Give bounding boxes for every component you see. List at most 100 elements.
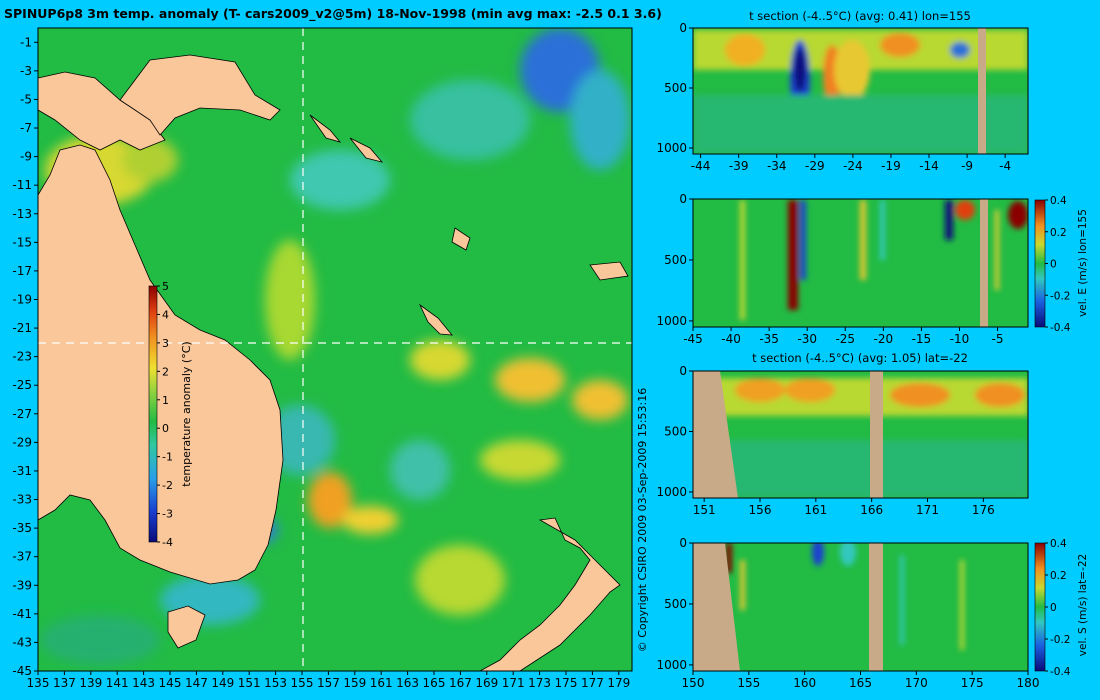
s1-x-tick-label: -14 xyxy=(919,159,939,173)
vel-s-section-field xyxy=(693,543,1028,671)
map-x-tick-label: 163 xyxy=(396,676,419,690)
map-field xyxy=(38,28,632,671)
map-x-tick-label: 145 xyxy=(159,676,182,690)
map-x-tick-label: 137 xyxy=(53,676,76,690)
vel-e-section-y-axis: 0 500 1000 xyxy=(656,192,693,328)
vel-s-colorbar xyxy=(1034,542,1046,672)
t-section-lat-x-axis: 151 156 161 166 171 176 xyxy=(693,498,995,517)
s3-x-tick-label: 166 xyxy=(860,503,883,517)
map-y-tick-label: -9 xyxy=(20,150,32,164)
s4-x-tick-label: 175 xyxy=(961,676,984,690)
colorbar-tick-label: 4 xyxy=(162,308,169,321)
t-section-lon-panel: t section (-4..5°C) (avg: 0.41) lon=155 … xyxy=(656,9,1029,173)
s2-x-tick-label: -15 xyxy=(912,332,932,346)
map-x-tick-label: 171 xyxy=(502,676,525,690)
s2-x-tick-label: -25 xyxy=(835,332,855,346)
s4-x-tick-label: 170 xyxy=(905,676,928,690)
map-x-tick-label: 147 xyxy=(185,676,208,690)
t-section-lat-panel: t section (-4..5°C) (avg: 1.05) lat=-22 … xyxy=(656,351,1029,517)
vel-s-colorbar-tick-label: -0.2 xyxy=(1050,634,1071,646)
s1-x-tick-label: -4 xyxy=(999,159,1011,173)
map-x-tick-label: 165 xyxy=(423,676,446,690)
map-x-tick-label: 175 xyxy=(555,676,578,690)
map-y-tick-label: -41 xyxy=(12,607,32,621)
vel-s-colorbar-tick-label: 0.2 xyxy=(1050,570,1067,582)
figure-title: SPINUP6p8 3m temp. anomaly (T- cars2009_… xyxy=(4,6,662,22)
s1-y-tick-label: 0 xyxy=(679,21,687,35)
map-y-tick-label: -37 xyxy=(12,550,32,564)
vel-s-section-x-axis: 150 155 160 165 170 175 180 xyxy=(682,671,1040,690)
t-section-lat-title: t section (-4..5°C) (avg: 1.05) lat=-22 xyxy=(752,351,968,365)
map-x-tick-label: 161 xyxy=(370,676,393,690)
colorbar-tick-label: -2 xyxy=(162,479,173,492)
vel-e-colorbar-tick-label: 0 xyxy=(1050,259,1057,271)
map-x-tick-label: 149 xyxy=(211,676,234,690)
map-y-axis: -1 -3 -5 -7 -9 -11 -13 -15 -17 -19 -21 -23 -25 -27 -29… xyxy=(12,35,38,678)
map-y-tick-label: -31 xyxy=(12,464,32,478)
map-x-tick-label: 169 xyxy=(475,676,498,690)
map-x-tick-label: 141 xyxy=(106,676,129,690)
map-y-tick-label: -33 xyxy=(12,493,32,507)
map-x-tick-label: 159 xyxy=(343,676,366,690)
colorbar-tick-label: 0 xyxy=(162,422,169,435)
colorbar-ticks: 5 4 3 2 1 0 -1 -2 -3 -4 xyxy=(157,280,173,549)
map-x-tick-label: 151 xyxy=(238,676,261,690)
colorbar-tick-label: -4 xyxy=(162,536,173,549)
colorbar-tick-label: 1 xyxy=(162,394,169,407)
s4-y-tick-label: 1000 xyxy=(656,658,687,672)
s2-x-tick-label: -35 xyxy=(759,332,779,346)
vel-e-section-field xyxy=(693,199,1028,327)
colorbar-tick-label: 5 xyxy=(162,280,169,293)
map-x-tick-label: 153 xyxy=(264,676,287,690)
temperature-colorbar: 5 4 3 2 1 0 -1 -2 -3 -4 temperature anomaly (°C) xyxy=(148,280,193,549)
s2-x-tick-label: -45 xyxy=(683,332,703,346)
s2-y-tick-label: 0 xyxy=(679,192,687,206)
s2-x-tick-label: -40 xyxy=(721,332,741,346)
colorbar-tick-label: 3 xyxy=(162,337,169,350)
vel-e-colorbar-tick-label: -0.2 xyxy=(1050,290,1071,302)
vel-s-colorbar-tick-label: 0.4 xyxy=(1050,538,1067,550)
map-x-axis: 135 137 139 141 143 145 147 149 151 153 155 157 159 1… xyxy=(27,671,630,690)
colorbar-tick-label: -1 xyxy=(162,451,173,464)
s3-x-tick-label: 176 xyxy=(972,503,995,517)
colorbar-label: temperature anomaly (°C) xyxy=(180,341,193,486)
vel-e-colorbar-tick-label: -0.4 xyxy=(1050,322,1071,334)
map-x-tick-label: 143 xyxy=(132,676,155,690)
map-y-tick-label: -29 xyxy=(12,435,32,449)
vel-e-colorbar xyxy=(1034,199,1046,328)
s2-x-tick-label: -30 xyxy=(797,332,817,346)
s1-x-tick-label: -19 xyxy=(881,159,901,173)
colorbar-tick-label: 2 xyxy=(162,365,169,378)
t-section-lon-y-axis: 0 500 1000 xyxy=(656,21,693,155)
s4-x-tick-label: 165 xyxy=(849,676,872,690)
vel-e-colorbar-label: vel. E (m/s) lon=155 xyxy=(1077,209,1089,317)
s1-x-tick-label: -44 xyxy=(691,159,711,173)
vel-e-colorbar-ticks: 0.4 0.2 0 -0.2 -0.4 xyxy=(1045,195,1071,334)
map-x-tick-label: 179 xyxy=(607,676,630,690)
colorbar-tick-label: -3 xyxy=(162,508,173,521)
map-x-tick-label: 135 xyxy=(27,676,50,690)
s4-x-tick-label: 180 xyxy=(1017,676,1040,690)
s3-y-tick-label: 500 xyxy=(664,424,687,438)
map-y-tick-label: -19 xyxy=(12,292,32,306)
map-y-tick-label: -25 xyxy=(12,378,32,392)
s4-y-tick-label: 500 xyxy=(664,597,687,611)
colorbar-gradient xyxy=(148,285,158,543)
s3-y-tick-label: 1000 xyxy=(656,485,687,499)
s1-y-tick-label: 500 xyxy=(664,81,687,95)
s3-x-tick-label: 151 xyxy=(693,503,716,517)
vel-s-colorbar-tick-label: 0 xyxy=(1050,602,1057,614)
s1-x-tick-label: -29 xyxy=(805,159,825,173)
map-y-tick-label: -11 xyxy=(12,178,32,192)
map-y-tick-label: -35 xyxy=(12,521,32,535)
s1-x-tick-label: -9 xyxy=(961,159,973,173)
map-x-tick-label: 155 xyxy=(291,676,314,690)
map-y-tick-label: -43 xyxy=(12,635,32,649)
t-section-lon-title: t section (-4..5°C) (avg: 0.41) lon=155 xyxy=(749,9,971,23)
map-x-tick-label: 157 xyxy=(317,676,340,690)
s2-x-tick-label: -20 xyxy=(874,332,894,346)
t-section-lon-field xyxy=(693,28,1028,154)
s4-x-tick-label: 160 xyxy=(793,676,816,690)
